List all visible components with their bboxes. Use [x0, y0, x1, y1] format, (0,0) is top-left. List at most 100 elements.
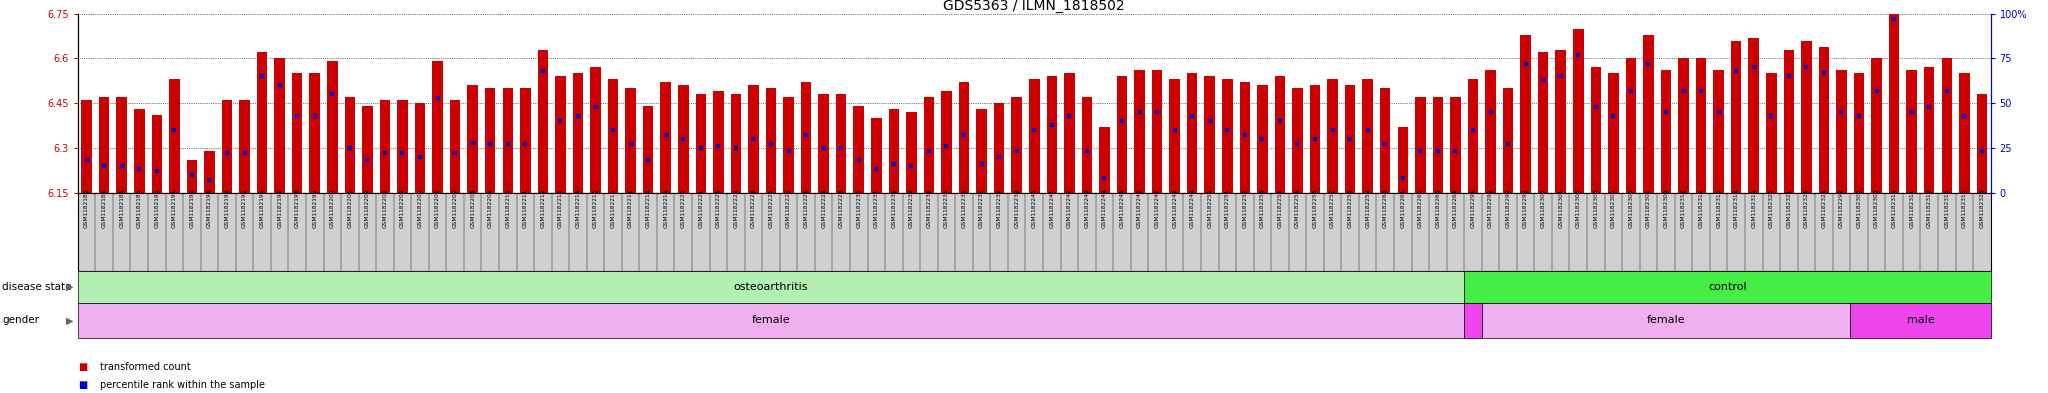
Bar [1800, 40, 1812, 193]
Bar [1468, 79, 1479, 193]
Bar [1362, 79, 1372, 193]
Point [1282, 141, 1315, 147]
Bar [344, 97, 354, 193]
Bar [1274, 76, 1286, 193]
Point [1966, 148, 1999, 154]
Point [227, 150, 260, 156]
Point [580, 104, 612, 110]
Point [965, 161, 997, 167]
Bar [1907, 70, 1917, 193]
Point [193, 177, 225, 183]
Bar [1464, 271, 1991, 303]
Point [1122, 109, 1155, 115]
Point [807, 145, 840, 151]
Point [1194, 118, 1227, 124]
Point [403, 154, 436, 160]
Bar [1765, 73, 1776, 193]
Bar [1677, 59, 1690, 193]
Text: ■: ■ [78, 362, 88, 373]
Bar [117, 97, 127, 193]
Bar [1483, 303, 1849, 338]
Bar [1976, 94, 1987, 193]
Point [1491, 141, 1524, 147]
Point [1686, 88, 1718, 94]
Point [860, 166, 893, 173]
Point [1087, 175, 1120, 182]
Point [141, 168, 174, 174]
Bar [1415, 97, 1425, 193]
Bar [590, 68, 600, 193]
Point [1440, 148, 1473, 154]
Bar [1731, 40, 1741, 193]
Point [281, 112, 313, 119]
Bar [977, 109, 987, 193]
Point [1913, 104, 1946, 110]
Bar [1169, 79, 1180, 193]
Bar [1503, 88, 1513, 193]
Point [948, 132, 981, 138]
Bar [625, 88, 635, 193]
Bar [1888, 0, 1898, 193]
Text: male: male [1907, 315, 1933, 325]
Bar [1626, 59, 1636, 193]
Point [1159, 127, 1192, 133]
Bar [678, 85, 688, 193]
Point [1053, 112, 1085, 119]
Point [1106, 118, 1139, 124]
Point [1579, 104, 1612, 110]
Point [1509, 61, 1542, 67]
Point [1018, 127, 1051, 133]
Bar [1819, 46, 1829, 193]
Bar [659, 82, 672, 193]
Bar [1135, 70, 1145, 193]
Point [737, 136, 770, 142]
Bar [1397, 127, 1409, 193]
Bar [240, 100, 250, 193]
Bar [362, 106, 373, 193]
Point [1036, 121, 1069, 128]
Point [842, 157, 874, 163]
Point [877, 161, 909, 167]
Bar [1257, 85, 1268, 193]
Point [1614, 88, 1647, 94]
Point [158, 127, 190, 133]
Text: transformed count: transformed count [100, 362, 190, 373]
Bar [836, 94, 846, 193]
Bar [274, 59, 285, 193]
Bar [1380, 88, 1391, 193]
Bar [766, 88, 776, 193]
Bar [1100, 127, 1110, 193]
Bar [870, 118, 881, 193]
Bar [1204, 76, 1214, 193]
Bar [1520, 35, 1530, 193]
Point [1317, 127, 1350, 133]
Point [754, 141, 786, 147]
Bar [1450, 97, 1460, 193]
Point [1649, 109, 1681, 115]
Bar [205, 151, 215, 193]
Point [1352, 127, 1384, 133]
Point [1141, 109, 1174, 115]
Bar [293, 73, 303, 193]
Text: osteoarthritis: osteoarthritis [733, 282, 809, 292]
Point [930, 143, 963, 149]
Point [438, 150, 471, 156]
Point [1176, 112, 1208, 119]
Bar [1853, 73, 1864, 193]
Point [668, 136, 700, 142]
Bar [485, 88, 496, 193]
Point [457, 140, 489, 146]
Text: female: female [752, 315, 791, 325]
Point [422, 95, 455, 101]
Bar [256, 53, 268, 193]
Bar [819, 94, 829, 193]
Point [772, 148, 805, 154]
Bar [1714, 70, 1724, 193]
Bar [1311, 85, 1321, 193]
Point [1632, 61, 1665, 67]
Bar [133, 109, 145, 193]
Bar [1188, 73, 1198, 193]
Bar [1464, 303, 1483, 338]
Point [1772, 73, 1804, 79]
Bar [98, 97, 109, 193]
